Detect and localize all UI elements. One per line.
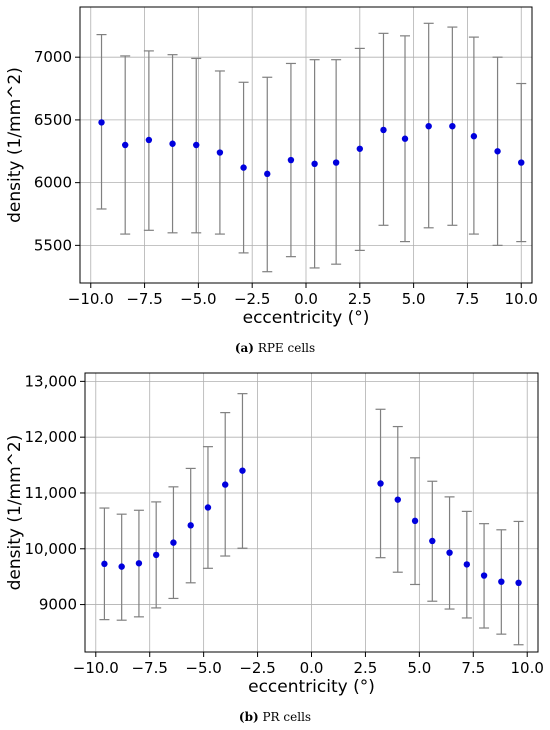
x-tick-label: 2.5 <box>353 659 377 677</box>
data-point <box>449 122 456 130</box>
data-point <box>377 480 384 487</box>
data-point <box>429 537 436 545</box>
data-point <box>480 572 488 579</box>
y-tick-label: 12,000 <box>25 428 78 446</box>
y-tick-label: 5500 <box>34 236 72 254</box>
data-point <box>204 504 212 511</box>
x-tick-label: 2.5 <box>348 290 372 308</box>
x-tick-label: 5.0 <box>402 290 426 308</box>
data-point <box>193 141 200 149</box>
data-point <box>187 522 194 529</box>
x-tick-label: −10.0 <box>73 659 119 677</box>
y-axis-label: density (1/mm^2) <box>5 435 25 591</box>
y-tick-label: 7000 <box>34 48 72 66</box>
x-tick-label: 7.5 <box>455 290 479 308</box>
data-point <box>264 170 271 178</box>
data-point <box>494 148 501 155</box>
data-point <box>332 159 340 166</box>
caption-b: (b) PR cells <box>0 710 550 724</box>
y-tick-label: 11,000 <box>25 484 78 502</box>
x-tick-label: −7.5 <box>131 659 167 677</box>
caption-b-text: PR cells <box>262 710 312 724</box>
x-tick-label: −5.0 <box>180 290 216 308</box>
x-tick-label: 0.0 <box>294 290 318 308</box>
data-point <box>169 140 176 147</box>
data-point <box>101 560 108 568</box>
y-axis-label: density (1/mm^2) <box>5 67 25 223</box>
data-point <box>425 122 432 130</box>
x-tick-label: −2.5 <box>234 290 270 308</box>
x-tick-label: 7.5 <box>461 659 485 677</box>
x-tick-label: 5.0 <box>407 659 431 677</box>
data-point <box>122 141 129 149</box>
x-tick-label: −10.0 <box>68 290 114 308</box>
data-point <box>135 560 143 567</box>
y-tick-label: 9000 <box>39 596 77 614</box>
caption-a-label: (a) <box>234 341 254 355</box>
caption-a: (a) RPE cells <box>0 341 550 355</box>
data-point <box>411 517 419 525</box>
data-point <box>311 160 318 168</box>
x-tick-label: −7.5 <box>126 290 162 308</box>
data-point <box>222 481 229 488</box>
data-point <box>145 136 153 144</box>
caption-b-label: (b) <box>238 710 259 724</box>
y-tick-label: 6000 <box>34 174 72 192</box>
data-point <box>515 579 522 587</box>
x-tick-label: 10.0 <box>511 659 544 677</box>
x-tick-label: 10.0 <box>505 290 538 308</box>
data-point <box>152 551 160 559</box>
y-tick-label: 10,000 <box>25 540 78 558</box>
data-point <box>401 135 409 142</box>
y-tick-label: 6500 <box>34 111 72 129</box>
data-point <box>463 561 471 568</box>
x-axis-label: eccentricity (°) <box>243 308 370 328</box>
x-axis-label: eccentricity (°) <box>248 677 375 697</box>
data-point <box>446 549 453 556</box>
data-point <box>518 159 525 166</box>
data-point <box>498 578 505 585</box>
data-point <box>380 126 387 134</box>
x-tick-label: −2.5 <box>239 659 275 677</box>
caption-a-text: RPE cells <box>257 341 316 355</box>
data-point <box>394 496 401 503</box>
chart-pr-cells: −10.0 −7.5 −5.0 −2.5 0.0 2.5 5.0 7.5 10.0 9000 10,… <box>5 372 544 697</box>
chart-rpe-cells: −10.0 −7.5 −5.0 −2.5 0.0 2.5 5.0 7.5 10.0 5500 600… <box>5 6 538 328</box>
y-tick-label: 13,000 <box>25 372 78 390</box>
data-point <box>170 539 177 546</box>
data-point <box>98 119 105 126</box>
data-point <box>470 133 478 140</box>
data-point <box>356 145 364 152</box>
data-point <box>287 156 295 164</box>
x-tick-label: 0.0 <box>300 659 324 677</box>
x-tick-label: −5.0 <box>185 659 221 677</box>
data-point <box>216 149 224 156</box>
data-point <box>239 467 246 474</box>
data-point <box>118 563 125 570</box>
data-point <box>240 164 247 171</box>
